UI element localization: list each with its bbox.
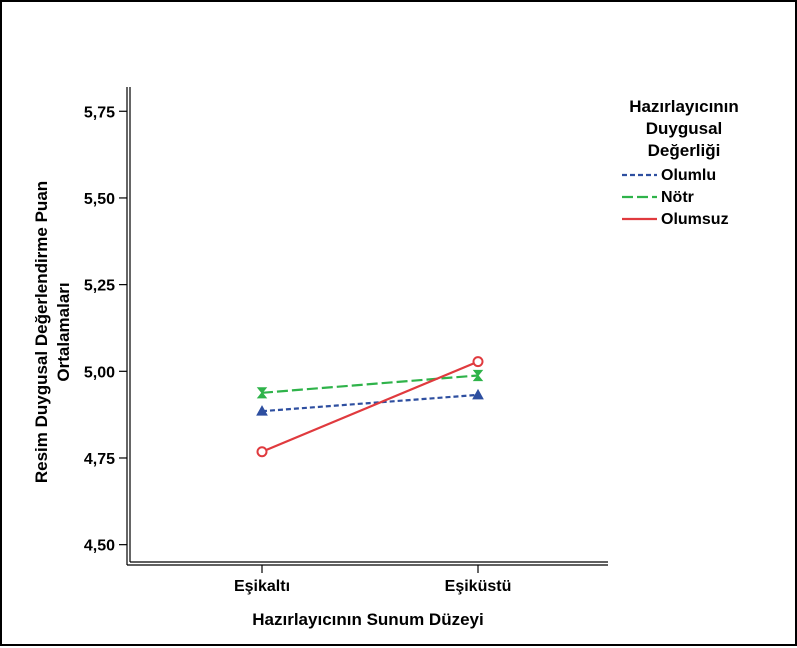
x-axis-title: Hazırlayıcının Sunum Düzeyi (252, 610, 483, 629)
series-layer (256, 356, 484, 458)
y-tick-label: 5,25 (84, 278, 115, 295)
y-axis-title-line-1: Resim Duygusal Değerlendirme Puan (32, 181, 51, 483)
data-point-olumlu (472, 388, 484, 400)
y-tick-label: 5,75 (84, 104, 115, 121)
y-tick-label: 5,00 (84, 364, 115, 381)
legend-label-nötr: Nötr (661, 189, 694, 206)
y-axis-title-line-2: Ortalamaları (54, 282, 73, 381)
legend-title-line-2: Duygusal (646, 119, 723, 138)
legend: Hazırlayıcının Duygusal Değerliği Olumlu… (622, 97, 739, 228)
data-point-olumsuz (256, 446, 268, 458)
data-point-olumlu (256, 405, 268, 416)
series-line-olumlu (261, 393, 479, 413)
legend-label-olumsuz: Olumsuz (661, 211, 729, 228)
y-ticks: 4,50 4,75 5,00 5,25 5,50 5,75 (84, 104, 127, 555)
axes (126, 87, 608, 566)
series-line-olumsuz (261, 360, 479, 453)
series-line-nötr (261, 374, 479, 394)
y-tick-label: 4,75 (84, 451, 115, 468)
y-axis-title: Resim Duygusal Değerlendirme Puan Ortala… (32, 181, 73, 483)
legend-title-line-1: Hazırlayıcının (629, 97, 739, 116)
data-point-nötr (256, 387, 268, 399)
legend-items: Olumlu Nötr Olumsuz (622, 167, 729, 228)
data-point-olumsuz (472, 356, 484, 368)
y-tick-label: 4,50 (84, 538, 115, 555)
legend-label-olumlu: Olumlu (661, 167, 716, 184)
data-point-nötr (472, 369, 484, 382)
x-tick-label: Eşiküstü (445, 578, 512, 595)
y-tick-label: 5,50 (84, 191, 115, 208)
legend-title-line-3: Değerliği (648, 141, 721, 160)
x-ticks: Eşikaltı Eşiküstü (234, 565, 511, 595)
x-tick-label: Eşikaltı (234, 578, 290, 595)
